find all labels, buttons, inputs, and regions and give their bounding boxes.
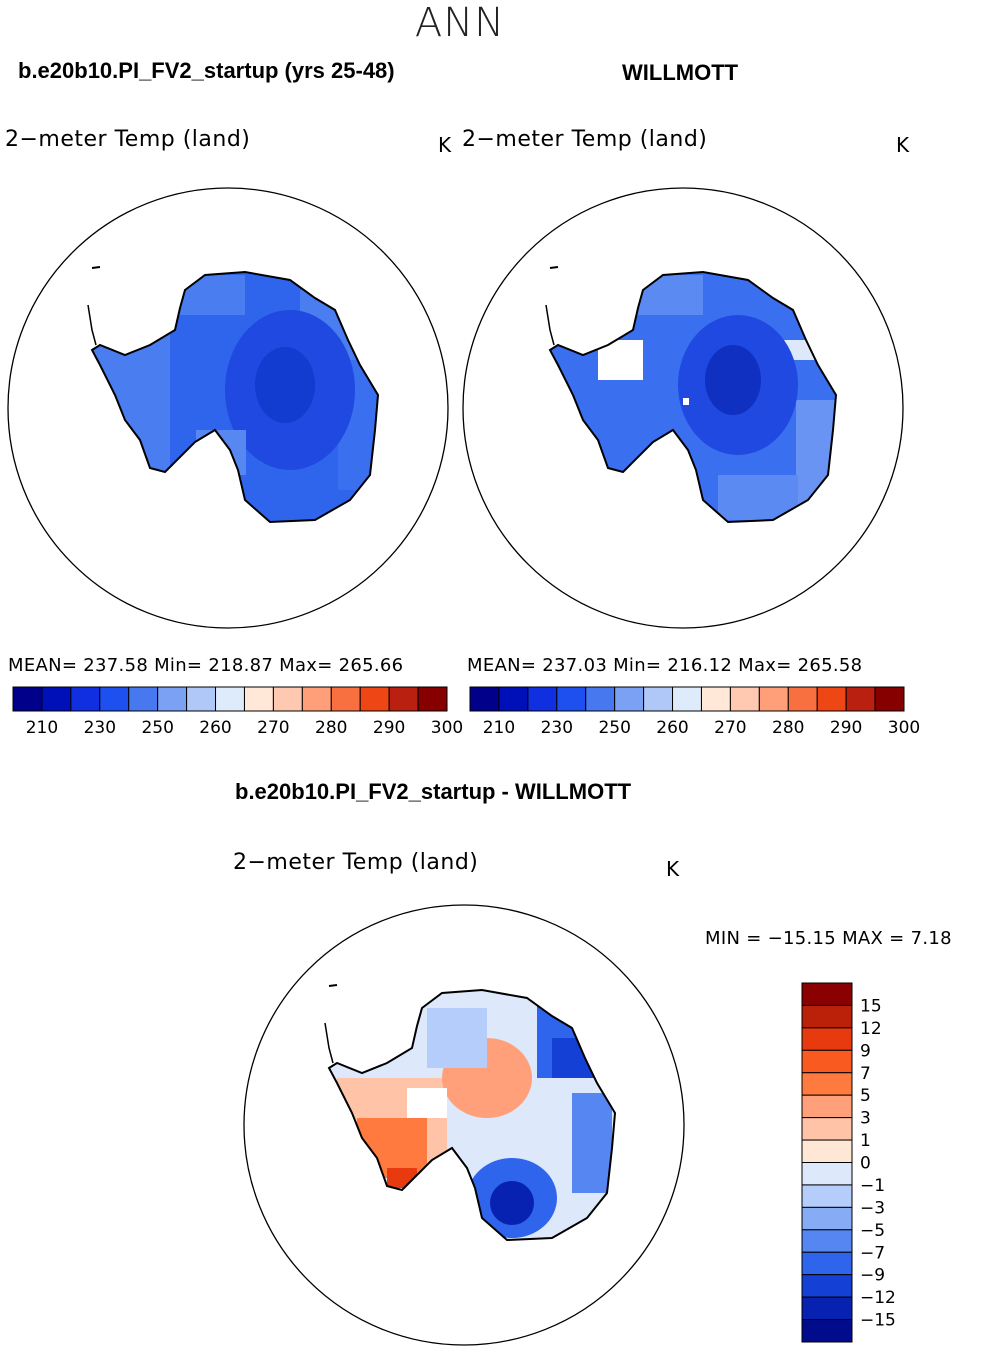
panel1-colorbar-swatch xyxy=(128,686,159,712)
panel2-stats: MEAN= 237.03 Min= 216.12 Max= 265.58 xyxy=(467,655,863,676)
panel1-colorbar-swatch xyxy=(301,686,332,712)
diff-colorbar-swatch xyxy=(801,1296,853,1321)
panel1-colorbar-swatch xyxy=(41,686,72,712)
diff-colorbar-swatch xyxy=(801,1251,853,1276)
diff-colorbar-tick-label: −7 xyxy=(860,1243,885,1263)
panel1-colorbar-swatch xyxy=(186,686,217,712)
diff-colorbar-swatch xyxy=(801,1229,853,1253)
diff-colorbar-swatch xyxy=(801,1162,853,1186)
panel1-colorbar-tick-label: 290 xyxy=(373,718,405,738)
panel1-colorbar-tick-label: 210 xyxy=(26,718,58,738)
diff-colorbar-tick-label: 5 xyxy=(860,1086,871,1106)
diff-colorbar-swatch xyxy=(801,1319,853,1343)
diff-colorbar-tick-label: −3 xyxy=(860,1198,885,1218)
panel2-map xyxy=(462,187,904,629)
season-title: ANN xyxy=(414,0,506,46)
diff-colorbar-tick-label: 15 xyxy=(860,996,882,1016)
diff-colorbar-tick-label: 9 xyxy=(860,1041,871,1061)
panel2-colorbar-swatch xyxy=(845,686,876,712)
panel1-colorbar-swatch xyxy=(99,686,130,712)
panel1-colorbar: 210 230 250 260 270 280 290 300 xyxy=(12,686,463,738)
diff-colorbar-swatch xyxy=(801,1027,853,1051)
diff-colorbar-tick-label: −1 xyxy=(860,1176,885,1196)
diff-colorbar: 15 129 75 31 0−1−3 −5−7 −9−12 −15 xyxy=(801,982,896,1343)
panel2-title: WILLMOTT xyxy=(622,60,739,85)
panel1-variable: 2−meter Temp (land) xyxy=(5,127,251,152)
panel1-colorbar-tick-label: 260 xyxy=(199,718,231,738)
diff-colorbar-tick-label: 1 xyxy=(860,1131,871,1151)
panel2-colorbar-tick-label: 210 xyxy=(483,718,515,738)
diff-map xyxy=(243,904,685,1346)
panel1-colorbar-swatch xyxy=(330,686,361,712)
diff-colorbar-swatch xyxy=(801,1117,853,1141)
panel1-colorbar-tick-label: 230 xyxy=(84,718,116,738)
diff-colorbar-tick-label: −5 xyxy=(860,1221,885,1241)
panel2-colorbar-tick-label: 300 xyxy=(888,718,920,738)
diff-colorbar-swatch xyxy=(801,1094,853,1119)
diff-colorbar-tick-label: 0 xyxy=(860,1154,871,1174)
panel2-colorbar-swatch xyxy=(672,686,702,712)
diff-colorbar-tick-label: 12 xyxy=(860,1019,882,1039)
diff-colorbar-swatch xyxy=(801,1206,853,1231)
panel2-colorbar-swatch xyxy=(556,686,587,712)
panel2-colorbar-swatch xyxy=(527,686,558,712)
diff-units: K xyxy=(666,857,680,881)
diff-colorbar-swatch xyxy=(801,1274,853,1298)
panel2-colorbar-tick-label: 260 xyxy=(656,718,688,738)
panel1-colorbar-swatch xyxy=(388,686,419,712)
panel1-colorbar-swatch xyxy=(359,686,390,712)
panel1-colorbar-tick-label: 250 xyxy=(141,718,173,738)
panel2-colorbar-tick-label: 230 xyxy=(541,718,573,738)
panel1-colorbar-swatch xyxy=(215,686,245,712)
panel1-colorbar-tick-label: 280 xyxy=(315,718,347,738)
panel2-colorbar-swatch xyxy=(729,686,760,712)
diff-colorbar-swatch xyxy=(801,1072,853,1096)
diff-colorbar-swatch xyxy=(801,1184,853,1208)
panel2-colorbar-swatch xyxy=(816,686,847,712)
diff-colorbar-tick-label: 7 xyxy=(860,1064,871,1084)
diff-colorbar-swatch xyxy=(801,1049,853,1074)
diff-colorbar-tick-label: −9 xyxy=(860,1266,885,1286)
diff-variable: 2−meter Temp (land) xyxy=(233,850,479,875)
panel1-colorbar-swatch xyxy=(157,686,188,712)
panel1-colorbar-swatch xyxy=(272,686,303,712)
panel2-colorbar-swatch xyxy=(585,686,616,712)
panel2-colorbar-swatch xyxy=(614,686,645,712)
panel1-stats: MEAN= 237.58 Min= 218.87 Max= 265.66 xyxy=(8,655,404,676)
panel1-colorbar-swatch xyxy=(12,686,43,712)
diff-colorbar-tick-label: 3 xyxy=(860,1109,871,1129)
panel2-colorbar-swatch xyxy=(787,686,818,712)
panel2-colorbar-tick-label: 280 xyxy=(772,718,804,738)
diff-minmax: MIN = −15.15 MAX = 7.18 xyxy=(705,928,952,949)
panel1-colorbar-swatch xyxy=(243,686,274,712)
panel2-colorbar-swatch xyxy=(874,686,905,712)
diff-colorbar-swatch xyxy=(801,1004,853,1029)
panel1-units: K xyxy=(438,133,452,157)
panel1-colorbar-tick-label: 270 xyxy=(257,718,289,738)
panel2-colorbar-swatch xyxy=(469,686,500,712)
panel2-variable: 2−meter Temp (land) xyxy=(462,127,708,152)
panel1-colorbar-swatch xyxy=(70,686,101,712)
panel2-colorbar-swatch xyxy=(758,686,789,712)
panel2-units: K xyxy=(896,133,910,157)
panel2-colorbar-tick-label: 250 xyxy=(598,718,630,738)
diff-colorbar-tick-label: −15 xyxy=(860,1311,896,1331)
diff-colorbar-swatch xyxy=(801,1139,853,1163)
panel1-colorbar-tick-label: 300 xyxy=(431,718,463,738)
panel2-colorbar-tick-label: 290 xyxy=(830,718,862,738)
diff-colorbar-tick-label: −12 xyxy=(860,1288,896,1308)
panel2-colorbar: 210 230 250 260 270 280 290 300 xyxy=(469,686,920,738)
panel2-colorbar-swatch xyxy=(643,686,674,712)
panel2-colorbar-swatch xyxy=(700,686,731,712)
panel2-colorbar-swatch xyxy=(498,686,529,712)
panel2-colorbar-tick-label: 270 xyxy=(714,718,746,738)
panel1-map xyxy=(7,187,449,629)
panel1-title: b.e20b10.PI_FV2_startup (yrs 25-48) xyxy=(18,58,395,83)
diff-colorbar-swatch xyxy=(801,982,853,1006)
diff-title: b.e20b10.PI_FV2_startup - WILLMOTT xyxy=(235,779,632,804)
panel1-colorbar-swatch xyxy=(417,686,448,712)
